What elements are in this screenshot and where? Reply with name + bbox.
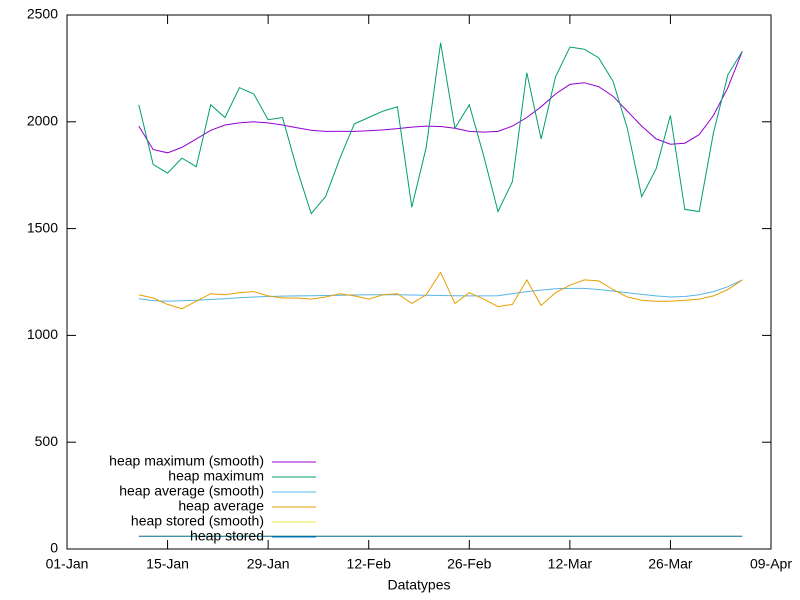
x-tick-label: 26-Mar — [648, 556, 693, 572]
y-tick-label: 1000 — [27, 326, 58, 342]
legend-label: heap maximum (smooth) — [109, 453, 264, 469]
x-tick-label: 01-Jan — [46, 556, 89, 572]
legend-label: heap stored (smooth) — [131, 513, 264, 529]
x-tick-label: 09-Apr — [750, 556, 792, 572]
legend-label: heap average (smooth) — [119, 483, 264, 499]
x-tick-label: 12-Feb — [347, 556, 392, 572]
y-tick-label: 2500 — [27, 6, 58, 22]
x-tick-label: 26-Feb — [447, 556, 492, 572]
legend-label: heap stored — [190, 528, 264, 544]
x-tick-label: 12-Mar — [548, 556, 593, 572]
x-axis-label: Datatypes — [387, 577, 450, 593]
series-line — [138, 42, 743, 215]
legend-label: heap maximum — [168, 468, 264, 484]
y-tick-label: 0 — [50, 540, 58, 556]
y-tick-label: 2000 — [27, 113, 58, 129]
series-line — [138, 279, 743, 302]
legend-label: heap average — [178, 498, 264, 514]
plot-border — [66, 14, 772, 550]
series-line — [138, 51, 743, 154]
x-tick-label: 29-Jan — [247, 556, 290, 572]
y-tick-label: 500 — [35, 433, 59, 449]
y-tick-label: 1500 — [27, 219, 58, 235]
x-tick-label: 15-Jan — [146, 556, 189, 572]
series-line — [138, 271, 743, 310]
